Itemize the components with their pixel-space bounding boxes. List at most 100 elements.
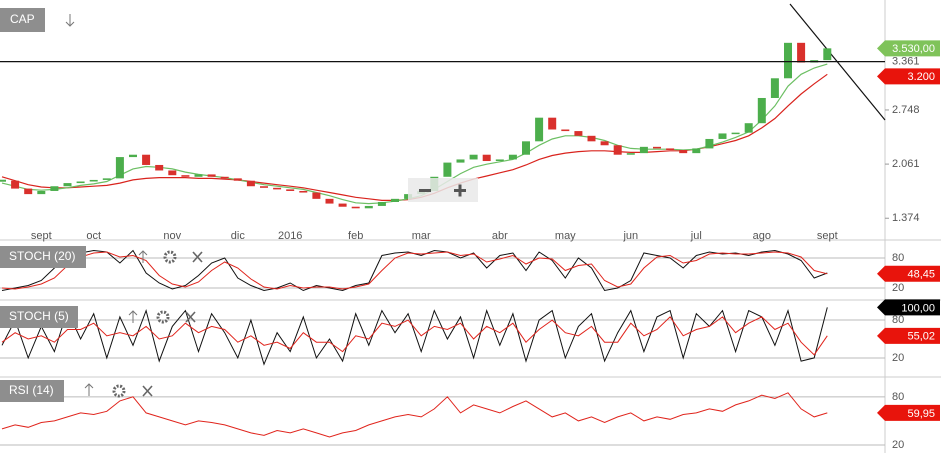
value-badge bbox=[877, 40, 940, 57]
value-badge bbox=[877, 327, 940, 344]
indicator-line bbox=[1, 307, 828, 366]
value-badge bbox=[877, 299, 940, 316]
candle bbox=[456, 159, 465, 163]
value-badge-label: 48,45 bbox=[907, 269, 935, 281]
candle bbox=[168, 170, 177, 176]
x-tick-label: may bbox=[555, 230, 576, 242]
panel-header[interactable]: RSI (14) bbox=[0, 380, 153, 402]
value-badge bbox=[877, 68, 940, 85]
candle bbox=[391, 198, 399, 202]
y-tick-label: 20 bbox=[892, 352, 904, 364]
candle bbox=[653, 146, 661, 149]
candle bbox=[260, 186, 268, 188]
panel-header[interactable]: STOCH (20) bbox=[0, 246, 203, 268]
candle bbox=[679, 149, 688, 154]
candle bbox=[312, 192, 321, 199]
x-tick-label: nov bbox=[163, 230, 181, 242]
candle bbox=[495, 159, 504, 162]
candle bbox=[522, 141, 530, 155]
x-tick-label: jul bbox=[690, 230, 702, 242]
indicator-line bbox=[1, 392, 828, 438]
x-tick-label: 2016 bbox=[278, 230, 302, 242]
candle bbox=[823, 48, 832, 61]
candle bbox=[155, 164, 164, 171]
candle bbox=[784, 42, 792, 79]
candle bbox=[548, 117, 557, 130]
value-badge-label: 3.200 bbox=[907, 71, 935, 83]
candle bbox=[692, 148, 701, 154]
panel-header[interactable]: CAP bbox=[0, 8, 75, 32]
candle bbox=[63, 183, 72, 187]
y-tick-label: 2.748 bbox=[892, 104, 920, 116]
candle bbox=[731, 132, 740, 135]
x-tick-label: oct bbox=[86, 230, 101, 242]
candle bbox=[626, 153, 635, 155]
candle bbox=[37, 190, 46, 195]
x-tick-label: ago bbox=[753, 230, 771, 242]
candle bbox=[129, 154, 137, 158]
indicator-line bbox=[1, 251, 828, 290]
panel-title: CAP bbox=[10, 12, 35, 26]
candle bbox=[142, 154, 151, 165]
candle bbox=[50, 186, 59, 191]
panel-header[interactable]: STOCH (5) bbox=[0, 306, 196, 328]
candle bbox=[0, 179, 6, 182]
x-tick-label: mar bbox=[412, 230, 431, 242]
value-badge-label: 55,02 bbox=[907, 331, 935, 343]
y-tick-label: 80 bbox=[892, 391, 904, 403]
candle bbox=[770, 78, 779, 98]
candle bbox=[508, 154, 517, 160]
candle bbox=[338, 203, 347, 207]
value-badge-label: 59,95 bbox=[907, 408, 935, 420]
candle bbox=[194, 174, 203, 177]
candle bbox=[89, 179, 98, 182]
candle bbox=[797, 42, 806, 63]
candle bbox=[181, 175, 190, 177]
candle bbox=[587, 135, 596, 142]
x-tick-label: sept bbox=[31, 230, 52, 242]
candle bbox=[364, 205, 373, 209]
candle bbox=[377, 201, 386, 206]
x-tick-label: abr bbox=[492, 230, 508, 242]
candle bbox=[639, 146, 648, 154]
candle bbox=[535, 117, 544, 142]
y-tick-label: 1.374 bbox=[892, 212, 920, 224]
plots: 1.374 2.061 2.748 sept oct nov dic 2016 feb mar ab… bbox=[0, 40, 940, 451]
x-tick-label: sept bbox=[817, 230, 838, 242]
y-tick-label: 80 bbox=[892, 252, 904, 264]
candle bbox=[207, 174, 216, 177]
zoom-controls[interactable] bbox=[408, 178, 478, 202]
hline-label: 3.361 bbox=[892, 56, 920, 68]
candle bbox=[757, 97, 766, 124]
candle bbox=[11, 180, 20, 189]
candle bbox=[76, 181, 85, 184]
x-tick-label: dic bbox=[231, 230, 246, 242]
candle bbox=[600, 141, 609, 146]
hline-badge bbox=[887, 54, 940, 68]
candle bbox=[299, 190, 308, 193]
candle bbox=[220, 176, 229, 179]
candle bbox=[469, 154, 478, 160]
candle bbox=[666, 148, 675, 150]
value-badge bbox=[877, 404, 940, 421]
candle bbox=[102, 178, 111, 180]
candle bbox=[24, 188, 33, 195]
panel-title: STOCH (5) bbox=[9, 309, 69, 323]
value-badge-label: 3.530,00 bbox=[892, 43, 935, 55]
candle bbox=[705, 138, 714, 149]
indicator-line bbox=[1, 316, 828, 356]
candle bbox=[233, 178, 242, 181]
candle bbox=[286, 189, 295, 191]
candle bbox=[115, 157, 124, 179]
candle bbox=[351, 206, 360, 209]
candle bbox=[613, 145, 622, 155]
panel-title: STOCH (20) bbox=[9, 249, 75, 263]
candle bbox=[482, 154, 491, 162]
candle bbox=[744, 123, 753, 133]
x-tick-label: feb bbox=[348, 230, 363, 242]
candle bbox=[325, 198, 334, 204]
candle bbox=[718, 133, 727, 139]
